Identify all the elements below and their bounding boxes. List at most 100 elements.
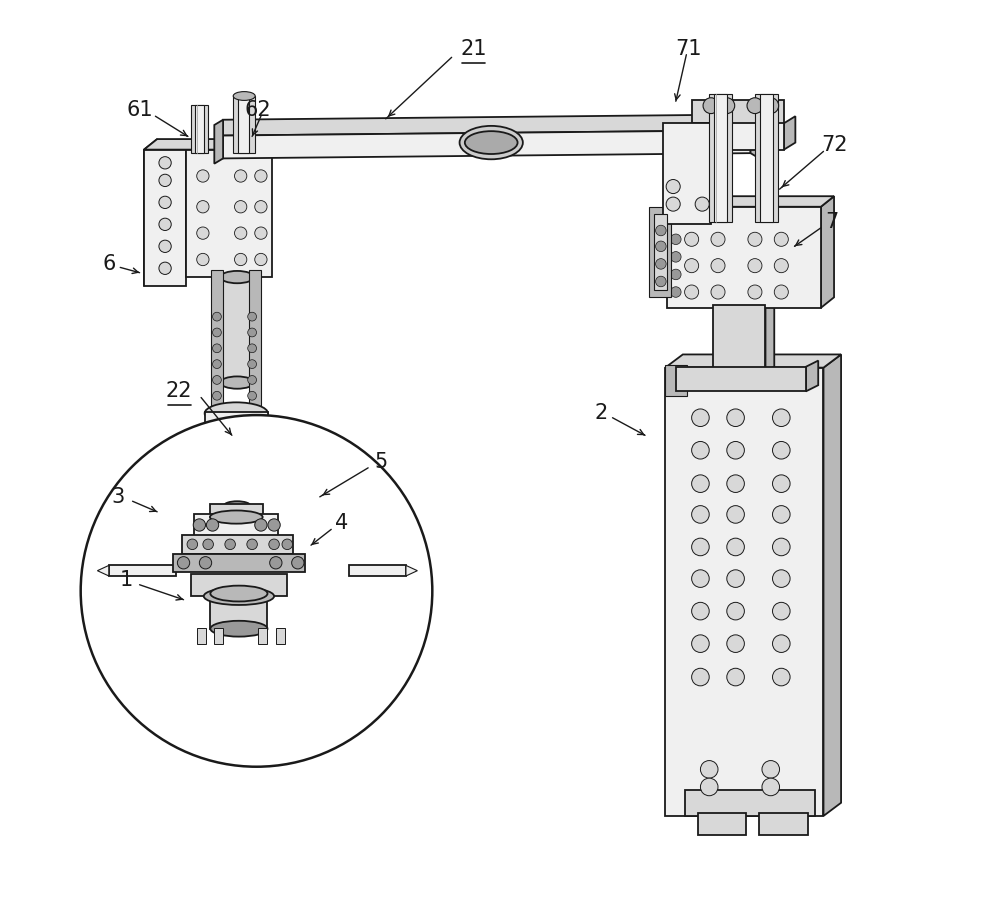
- Ellipse shape: [460, 126, 523, 160]
- Polygon shape: [806, 361, 818, 391]
- Circle shape: [671, 251, 681, 262]
- Circle shape: [692, 409, 709, 427]
- Circle shape: [666, 179, 680, 194]
- Circle shape: [177, 557, 190, 569]
- Bar: [211, 270, 223, 406]
- Circle shape: [692, 603, 709, 620]
- Bar: [276, 628, 285, 644]
- Bar: [214, 628, 223, 644]
- Circle shape: [159, 262, 171, 274]
- Bar: [685, 789, 815, 816]
- Circle shape: [235, 253, 247, 266]
- Circle shape: [773, 441, 790, 459]
- Bar: [144, 150, 186, 286]
- Circle shape: [711, 258, 725, 273]
- Circle shape: [719, 98, 735, 114]
- Bar: [223, 475, 249, 510]
- Text: 3: 3: [111, 487, 124, 507]
- Ellipse shape: [204, 588, 274, 605]
- Circle shape: [255, 518, 267, 531]
- Circle shape: [727, 506, 744, 523]
- Circle shape: [727, 475, 744, 492]
- Circle shape: [692, 475, 709, 492]
- Circle shape: [656, 241, 666, 251]
- Circle shape: [671, 269, 681, 280]
- Polygon shape: [821, 196, 834, 308]
- Bar: [191, 574, 287, 597]
- Circle shape: [255, 201, 267, 213]
- Circle shape: [159, 196, 171, 208]
- Circle shape: [773, 538, 790, 556]
- Circle shape: [268, 518, 280, 531]
- Polygon shape: [667, 196, 834, 207]
- Bar: [210, 504, 263, 517]
- Polygon shape: [665, 354, 841, 368]
- Circle shape: [773, 603, 790, 620]
- Circle shape: [269, 539, 279, 550]
- Circle shape: [270, 557, 282, 569]
- Bar: [210, 457, 263, 476]
- Circle shape: [685, 258, 699, 273]
- Circle shape: [762, 761, 780, 778]
- Circle shape: [225, 539, 235, 550]
- Circle shape: [666, 197, 680, 211]
- Circle shape: [671, 287, 681, 297]
- Circle shape: [199, 557, 212, 569]
- Ellipse shape: [233, 91, 255, 100]
- Bar: [233, 96, 255, 153]
- Circle shape: [193, 518, 206, 531]
- Circle shape: [774, 258, 788, 273]
- Bar: [186, 150, 272, 277]
- Circle shape: [255, 227, 267, 239]
- Ellipse shape: [210, 621, 267, 637]
- Polygon shape: [823, 354, 841, 816]
- Bar: [109, 565, 176, 576]
- Circle shape: [773, 506, 790, 523]
- Bar: [714, 94, 727, 222]
- Circle shape: [727, 635, 744, 652]
- Bar: [663, 123, 711, 224]
- Circle shape: [197, 253, 209, 266]
- Circle shape: [248, 344, 257, 353]
- Ellipse shape: [205, 448, 268, 470]
- Circle shape: [159, 157, 171, 169]
- Circle shape: [159, 218, 171, 231]
- Bar: [709, 94, 732, 222]
- Circle shape: [255, 170, 267, 182]
- Polygon shape: [97, 565, 109, 576]
- Bar: [258, 628, 267, 644]
- Text: 71: 71: [676, 39, 702, 58]
- Circle shape: [692, 506, 709, 523]
- Circle shape: [213, 328, 221, 337]
- Bar: [665, 368, 823, 816]
- Circle shape: [773, 635, 790, 652]
- Circle shape: [685, 232, 699, 247]
- Bar: [676, 367, 806, 391]
- Bar: [197, 628, 206, 644]
- Circle shape: [187, 539, 198, 550]
- Circle shape: [248, 328, 257, 337]
- Text: 62: 62: [245, 100, 272, 120]
- Bar: [654, 213, 667, 291]
- Bar: [759, 814, 808, 835]
- Circle shape: [748, 232, 762, 247]
- Circle shape: [773, 570, 790, 588]
- Circle shape: [159, 174, 171, 187]
- Circle shape: [773, 409, 790, 427]
- Ellipse shape: [224, 501, 250, 510]
- Circle shape: [213, 360, 221, 369]
- Polygon shape: [751, 115, 759, 159]
- Bar: [224, 506, 250, 541]
- Bar: [182, 535, 293, 554]
- Circle shape: [692, 635, 709, 652]
- Polygon shape: [144, 139, 286, 150]
- Text: 1: 1: [120, 570, 133, 590]
- Bar: [238, 96, 249, 153]
- Polygon shape: [223, 115, 751, 135]
- Circle shape: [248, 360, 257, 369]
- Text: 61: 61: [126, 100, 153, 120]
- Circle shape: [247, 539, 257, 550]
- Circle shape: [213, 376, 221, 384]
- Bar: [191, 105, 208, 153]
- Circle shape: [197, 201, 209, 213]
